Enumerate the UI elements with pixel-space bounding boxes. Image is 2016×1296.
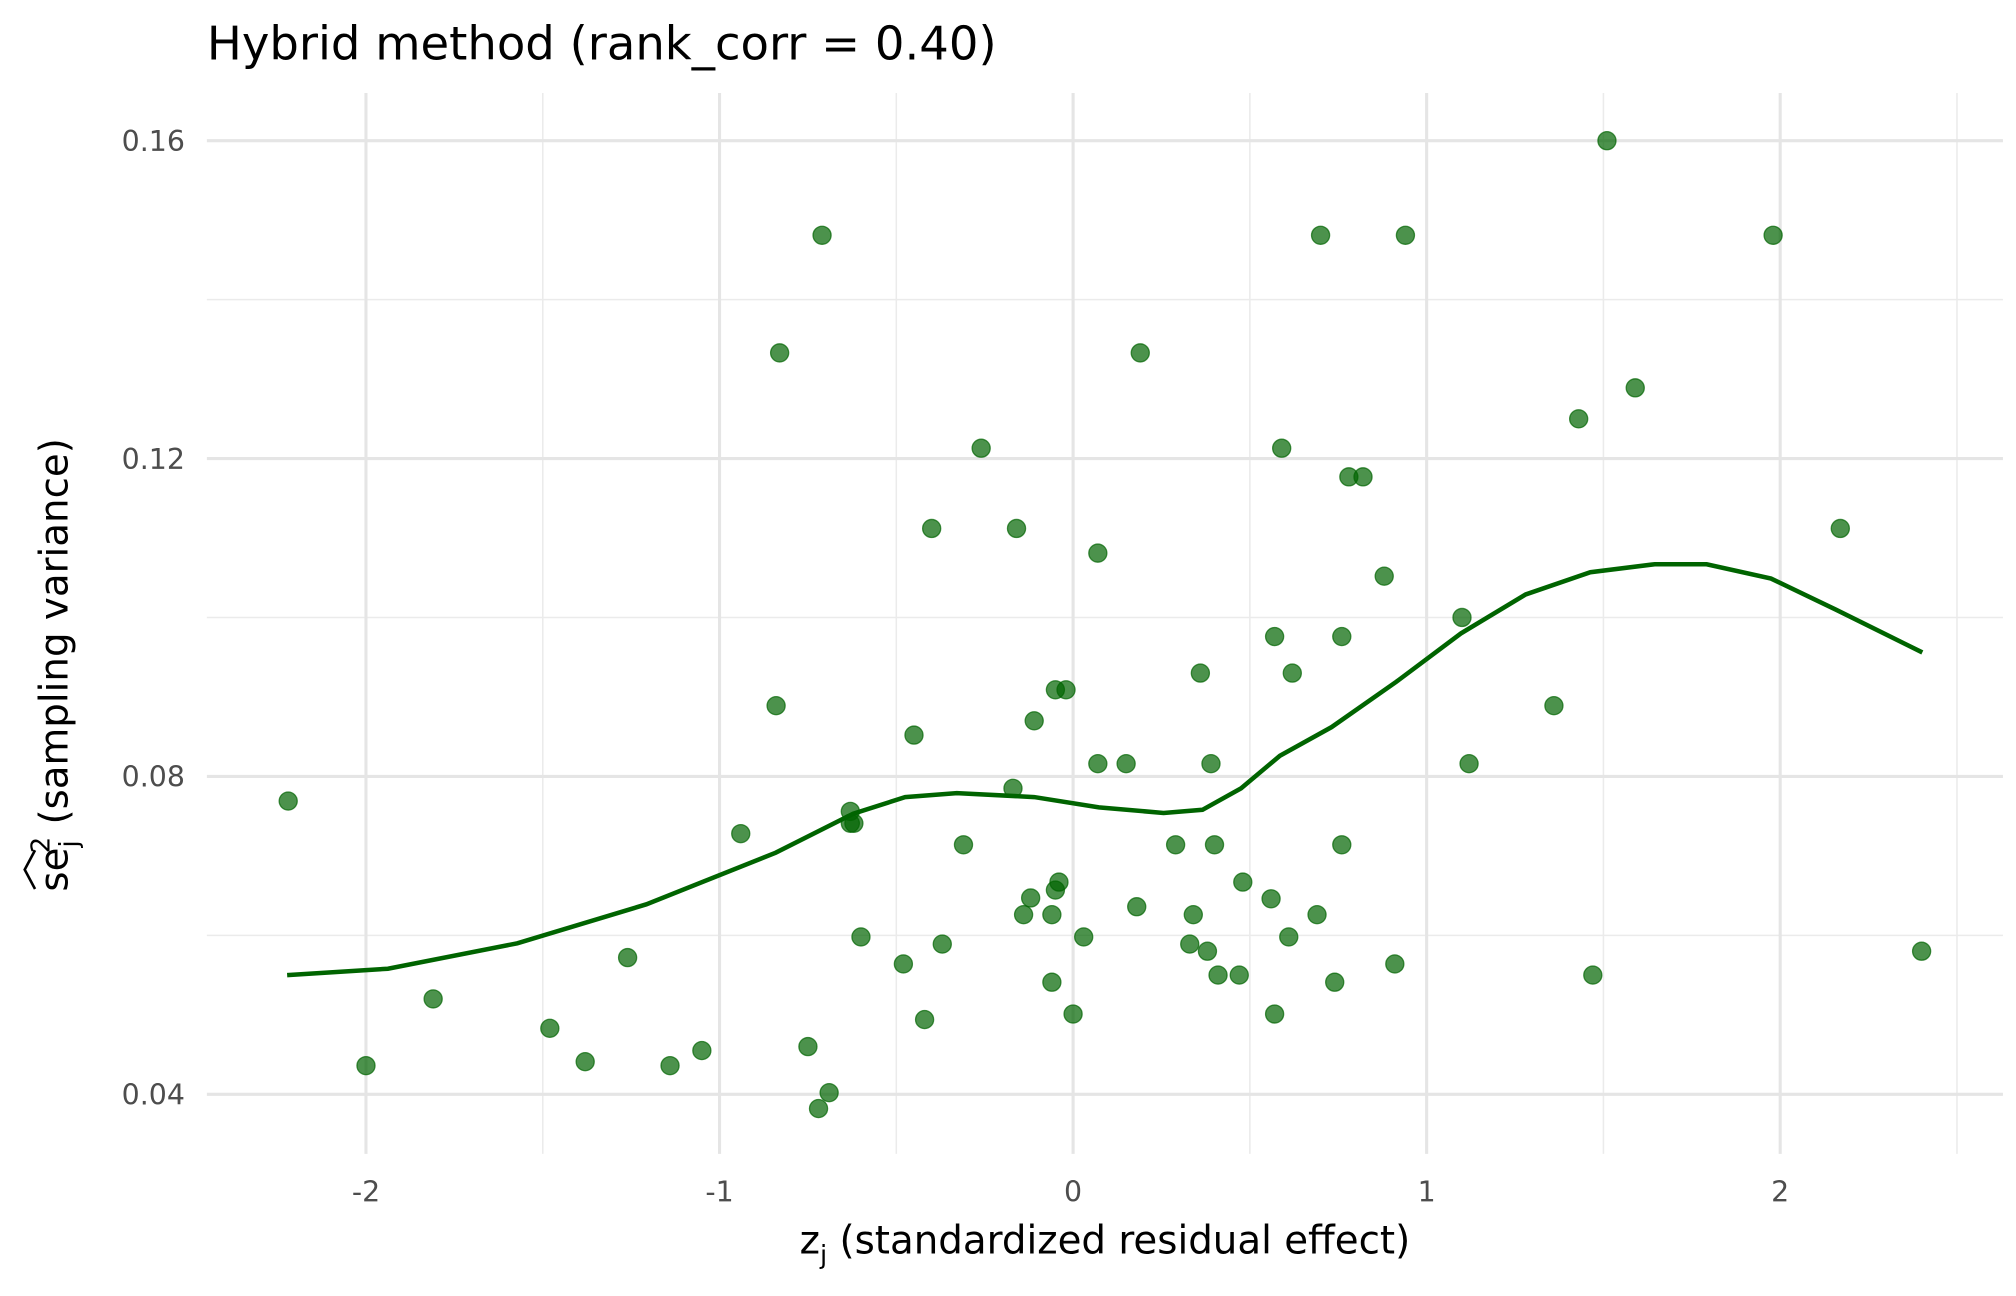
point — [1279, 927, 1299, 947]
point — [1625, 378, 1645, 398]
y-tick-label: 0.04 — [122, 1079, 185, 1112]
point — [904, 725, 924, 745]
point — [575, 1051, 595, 1072]
point — [1282, 663, 1302, 683]
point — [1116, 754, 1136, 774]
point — [1183, 904, 1203, 925]
point — [1197, 941, 1218, 961]
point — [540, 1018, 560, 1039]
point — [1020, 888, 1041, 908]
x-tick-label: 0 — [1064, 1176, 1082, 1209]
point — [812, 225, 832, 245]
point — [278, 791, 298, 811]
point — [1332, 835, 1352, 855]
smooth-line — [286, 561, 1924, 978]
point — [1042, 904, 1062, 925]
y-label-part: se — [32, 848, 77, 892]
y-tick-label: 0.12 — [122, 443, 185, 476]
point — [1583, 965, 1603, 985]
y-label-part: (sampling variance) — [32, 438, 77, 837]
x-tick-label: 1 — [1418, 1176, 1436, 1209]
x-axis-label: zj (standardized residual effect) — [800, 1218, 1411, 1270]
point — [1271, 438, 1292, 458]
point — [1165, 835, 1186, 855]
point — [921, 518, 942, 539]
point — [1830, 518, 1850, 539]
point — [1024, 711, 1044, 731]
point — [1325, 972, 1345, 992]
point — [1130, 343, 1150, 363]
point — [1190, 663, 1211, 683]
point — [1261, 889, 1281, 909]
x-tick-label: -2 — [352, 1176, 380, 1209]
point — [1597, 131, 1617, 151]
point — [1459, 754, 1479, 774]
point — [1074, 927, 1094, 947]
point — [423, 989, 443, 1009]
point — [1233, 872, 1253, 892]
point — [1353, 467, 1373, 487]
point — [1201, 754, 1221, 774]
x-tick-label: 2 — [1771, 1176, 1789, 1209]
point — [1042, 972, 1062, 992]
point — [731, 823, 751, 844]
point — [808, 1098, 829, 1119]
point — [798, 1036, 818, 1057]
point — [660, 1055, 680, 1076]
point — [1452, 607, 1472, 628]
chart-title: Hybrid method (rank_corr = 0.40) — [207, 16, 997, 70]
point — [1013, 904, 1034, 925]
point — [1208, 965, 1228, 985]
x-label-part: (standardized residual effect) — [827, 1218, 1410, 1263]
point — [1180, 934, 1200, 954]
point — [1395, 225, 1416, 245]
point — [766, 696, 786, 716]
point — [1056, 680, 1076, 700]
point — [1204, 835, 1225, 855]
point — [1911, 941, 1932, 961]
point — [1127, 897, 1147, 917]
point — [1332, 626, 1352, 647]
y-tick-label: 0.16 — [122, 125, 185, 158]
y-tick-label: 0.08 — [122, 761, 185, 794]
point — [1006, 518, 1027, 539]
point — [1374, 566, 1394, 586]
point — [1049, 872, 1069, 892]
point — [932, 934, 952, 954]
x-label-part: z — [800, 1218, 820, 1263]
point — [893, 954, 914, 974]
point — [769, 343, 790, 363]
point — [1063, 1004, 1083, 1024]
point — [851, 927, 871, 947]
y-label-sub: j — [55, 840, 85, 848]
hat — [23, 849, 37, 890]
point — [1088, 543, 1108, 563]
point — [1763, 225, 1783, 245]
point — [1385, 954, 1405, 974]
point — [1088, 754, 1108, 774]
y-axis-label: sej2 (sampling variance) — [26, 438, 84, 891]
point — [914, 1009, 935, 1030]
point — [1264, 1004, 1285, 1024]
point — [1229, 965, 1249, 985]
y-label-sup: 2 — [26, 837, 56, 853]
point — [1568, 409, 1589, 429]
point — [356, 1055, 376, 1076]
x-tick-label: -1 — [705, 1176, 733, 1209]
point — [1264, 626, 1285, 647]
point — [819, 1082, 839, 1103]
point — [1310, 225, 1331, 245]
point — [953, 835, 974, 855]
y-axis-label-group: sej2 (sampling variance) — [23, 438, 85, 892]
point — [692, 1040, 712, 1061]
point — [971, 438, 991, 458]
point — [1544, 696, 1564, 716]
point — [617, 947, 638, 968]
point — [1307, 904, 1327, 925]
grid — [206, 93, 2003, 1154]
x-label-sub: j — [819, 1241, 827, 1271]
